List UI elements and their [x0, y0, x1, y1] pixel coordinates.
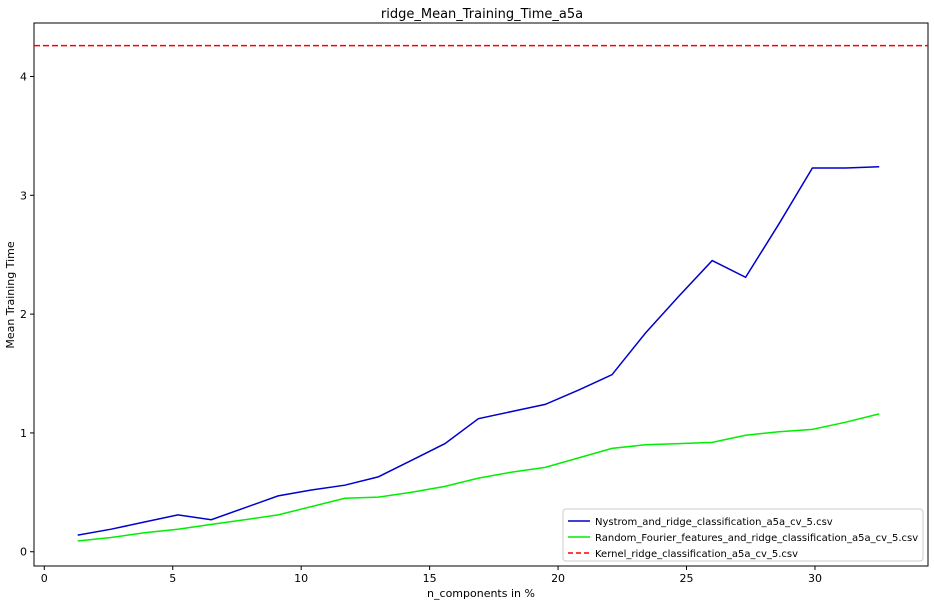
legend-box [562, 508, 924, 562]
chart-title: ridge_Mean_Training_Time_a5a [381, 7, 583, 22]
y-tick-label: 1 [20, 427, 27, 440]
y-axis-ticks: 0 1 2 3 4 [20, 70, 34, 559]
series-line-1 [77, 166, 880, 536]
series-line-2 [77, 413, 880, 542]
x-tick-label: 30 [808, 572, 822, 585]
x-tick-label: 25 [680, 572, 694, 585]
x-axis-ticks: 0 5 10 15 20 25 30 [41, 566, 822, 585]
x-tick-label: 0 [41, 572, 48, 585]
legend-label: Kernel_ridge_classification_a5a_cv_5.csv [595, 549, 798, 560]
x-tick-label: 10 [294, 572, 308, 585]
plot-area-frame [33, 22, 929, 567]
x-tick-label: 20 [551, 572, 565, 585]
legend-label: Nystrom_and_ridge_classification_a5a_cv_… [595, 517, 833, 528]
x-tick-label: 15 [423, 572, 437, 585]
y-tick-label: 2 [20, 308, 27, 321]
x-axis-label: n_components in % [427, 587, 535, 600]
y-tick-label: 3 [20, 189, 27, 202]
legend-label: Random_Fourier_features_and_ridge_classi… [595, 533, 918, 544]
y-tick-label: 0 [20, 546, 27, 559]
x-tick-label: 5 [169, 572, 176, 585]
y-axis-label: Mean Training Time [4, 241, 17, 349]
y-tick-label: 4 [20, 70, 27, 83]
legend: Nystrom_and_ridge_classification_a5a_cv_… [562, 508, 924, 562]
series-lines [34, 44, 928, 542]
